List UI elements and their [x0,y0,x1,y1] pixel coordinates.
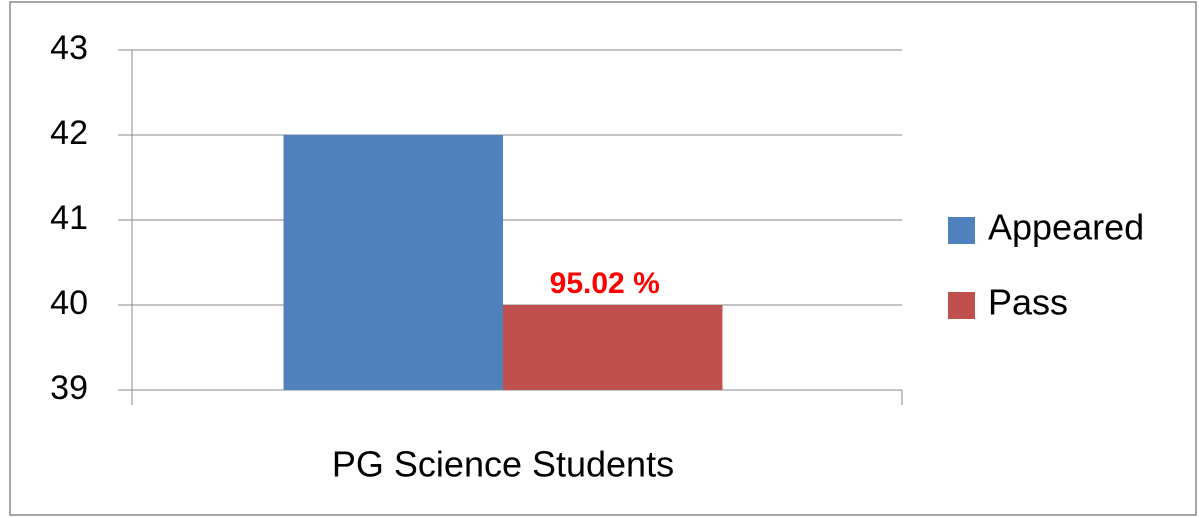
bar [503,305,723,390]
y-tick-label: 39 [50,369,88,407]
legend-swatch [948,217,975,244]
y-tick-label: 41 [50,199,88,237]
legend-swatch [948,292,975,319]
annotation: 95.02 % [550,267,660,300]
x-tick-label: PG Science Students [332,444,674,485]
chart-border [9,1,1197,516]
legend-label: Appeared [988,207,1144,248]
y-tick-label: 40 [50,284,88,322]
y-tick-label: 42 [50,114,88,152]
y-tick-label: 43 [50,29,88,67]
legend-label: Pass [988,282,1068,323]
bar [283,135,503,390]
